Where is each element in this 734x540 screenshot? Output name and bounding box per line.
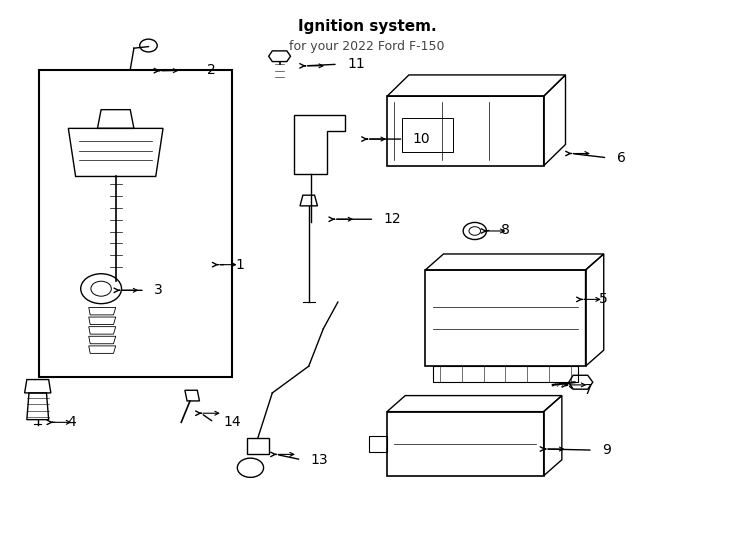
Text: 8: 8 <box>501 223 510 237</box>
Text: 4: 4 <box>67 415 76 429</box>
Text: 6: 6 <box>617 151 625 165</box>
Text: for your 2022 Ford F-150: for your 2022 Ford F-150 <box>289 40 445 53</box>
Bar <box>425 270 586 366</box>
Text: 3: 3 <box>154 284 163 298</box>
Text: 11: 11 <box>347 57 365 71</box>
Bar <box>387 96 544 166</box>
Bar <box>432 366 578 382</box>
Bar <box>368 436 387 452</box>
Text: 14: 14 <box>223 415 241 429</box>
Bar <box>401 118 453 152</box>
Text: 13: 13 <box>311 453 329 467</box>
Text: 10: 10 <box>413 132 431 146</box>
Bar <box>39 70 232 377</box>
Text: 7: 7 <box>584 383 593 397</box>
Bar <box>387 411 544 476</box>
Text: 2: 2 <box>207 63 216 77</box>
Text: 9: 9 <box>603 443 611 457</box>
Text: 5: 5 <box>599 292 608 306</box>
Text: 12: 12 <box>384 212 401 226</box>
Text: Ignition system.: Ignition system. <box>298 19 436 34</box>
Text: 1: 1 <box>236 258 244 272</box>
